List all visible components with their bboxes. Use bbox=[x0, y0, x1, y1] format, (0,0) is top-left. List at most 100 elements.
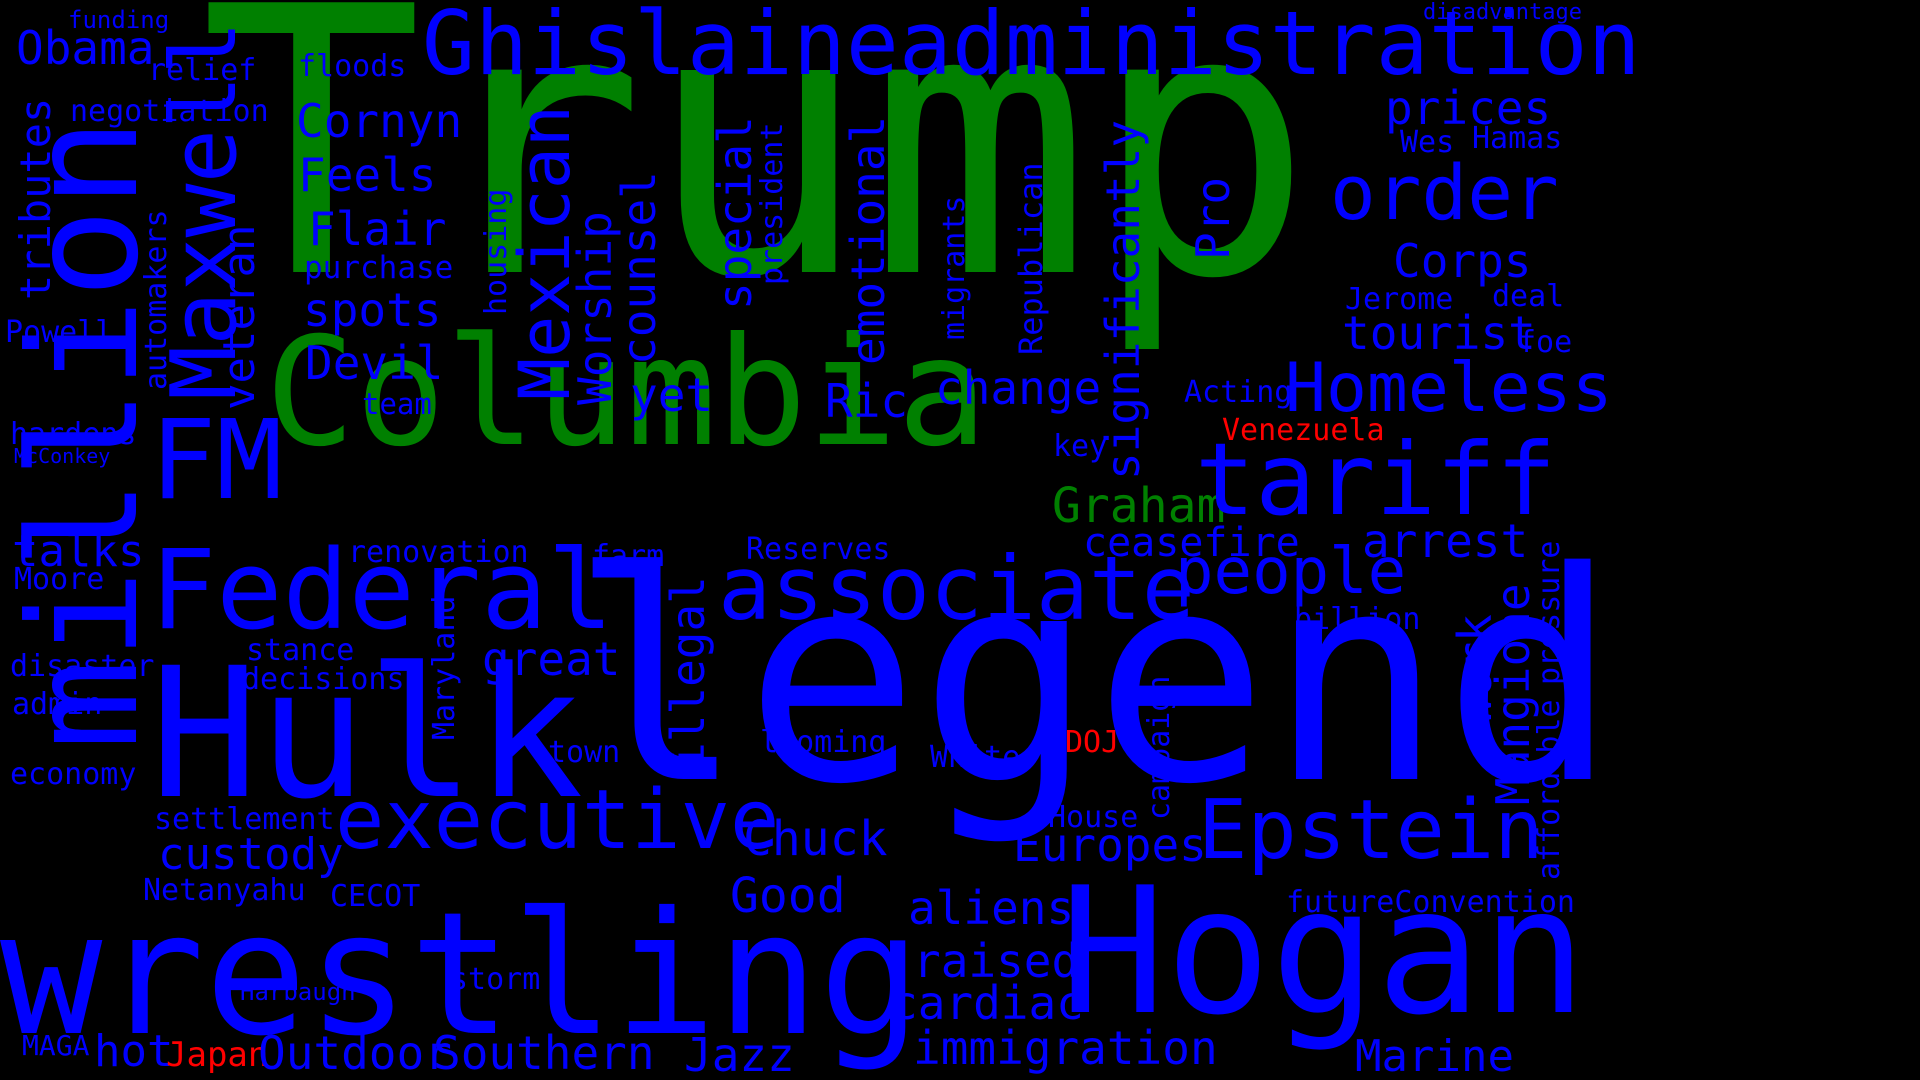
word-foe: foe bbox=[1518, 325, 1573, 360]
word-republican: Republican bbox=[1012, 162, 1050, 355]
word-aliens: aliens bbox=[908, 881, 1075, 935]
word-futureconvention: futureConvention bbox=[1286, 888, 1575, 918]
word-purchase: purchase bbox=[304, 250, 454, 286]
word-floods: floods bbox=[298, 49, 407, 84]
word-yet: yet bbox=[630, 368, 714, 422]
word-federal: Federal bbox=[150, 526, 614, 654]
word-renovation: renovation bbox=[348, 535, 529, 570]
word-fm: FM bbox=[150, 396, 283, 524]
word-obama: Obama bbox=[16, 21, 155, 75]
word-executive: executive bbox=[335, 773, 780, 868]
word-illegal: illegal bbox=[661, 576, 715, 770]
word-prices: prices bbox=[1385, 81, 1552, 135]
word-funding: funding bbox=[68, 6, 170, 34]
word-marine: Marine bbox=[1355, 1031, 1514, 1080]
word-great: great bbox=[482, 632, 621, 686]
word-pro: Pro bbox=[1186, 176, 1240, 260]
word-ric: Ric bbox=[825, 374, 909, 428]
word-jazz: Jazz bbox=[684, 1028, 795, 1080]
word-arrest: arrest bbox=[1362, 514, 1529, 568]
word-southern: Southern bbox=[433, 1026, 655, 1080]
word-outdoor: Outdoor bbox=[258, 1026, 452, 1080]
word-future: future bbox=[1286, 885, 1395, 920]
word-settlement: settlement bbox=[154, 802, 335, 837]
word-ghislaineadministration: Ghislaineadministration bbox=[422, 0, 1641, 95]
word-raised: raised bbox=[913, 934, 1080, 988]
word-corps: Corps bbox=[1393, 234, 1532, 288]
word-jerome: Jerome bbox=[1345, 282, 1454, 317]
word-talks: talks bbox=[12, 526, 145, 577]
word-white: White bbox=[930, 740, 1021, 775]
word-storm: storm bbox=[450, 962, 541, 997]
word-convention: Convention bbox=[1394, 885, 1575, 920]
word-significantly: significantly bbox=[1096, 119, 1150, 480]
word-relief: relief bbox=[148, 53, 257, 88]
word-cornyn: Cornyn bbox=[296, 94, 463, 148]
word-devil: Devil bbox=[305, 336, 444, 390]
word-cardiac: cardiac bbox=[890, 976, 1084, 1030]
word-pressure: pressure bbox=[1532, 540, 1567, 686]
word-tourist: tourist bbox=[1342, 306, 1536, 360]
word-feels: Feels bbox=[298, 148, 437, 202]
word-ceasefire: ceasefire bbox=[1083, 520, 1300, 566]
word-automakers: automakers bbox=[139, 209, 174, 390]
word-mcconkey: McConkey bbox=[14, 444, 111, 468]
word-powell: Powell bbox=[5, 315, 114, 350]
word-president: president bbox=[755, 122, 790, 285]
word-acting: Acting bbox=[1184, 375, 1293, 410]
word-hogan: Hogan bbox=[1060, 851, 1587, 1054]
word-special: special bbox=[708, 116, 762, 310]
word-key: key bbox=[1053, 429, 1108, 464]
word-homeless: Homeless bbox=[1285, 349, 1613, 428]
word-graham: Graham bbox=[1052, 478, 1226, 534]
word-harbaugh: Harbaugh bbox=[240, 978, 356, 1006]
word-counsel: counsel bbox=[612, 171, 666, 365]
word-emotional: emotional bbox=[841, 115, 895, 365]
word-custody: custody bbox=[158, 829, 344, 880]
word-legend: legend bbox=[570, 511, 1618, 848]
word-doj: DOJ bbox=[1065, 725, 1120, 760]
word-deal: deal bbox=[1492, 279, 1565, 314]
word-hot: hot bbox=[94, 1026, 174, 1077]
word-wrestling: wrestling bbox=[0, 876, 922, 1074]
word-hulk: Hulk bbox=[150, 630, 584, 839]
word-europes: Europes bbox=[1013, 818, 1207, 872]
word-housing: housing bbox=[479, 188, 514, 315]
word-looming: looming bbox=[760, 725, 887, 760]
word-good: Good bbox=[730, 868, 846, 924]
word-trump: Trump bbox=[200, 0, 1314, 360]
word-tributes: tributes bbox=[11, 97, 60, 300]
word-migrants: migrants bbox=[937, 195, 972, 341]
word-farm: farm bbox=[592, 539, 665, 574]
word-spots: spots bbox=[303, 283, 442, 337]
word-campaign: campaign bbox=[1142, 675, 1177, 821]
word-economy: economy bbox=[10, 757, 137, 792]
word-reserves: Reserves bbox=[746, 532, 891, 567]
word-affordable: affordable bbox=[1532, 699, 1567, 880]
word-negotiation: negotiation bbox=[70, 94, 269, 129]
word-hardens: hardens bbox=[10, 417, 137, 452]
word-billion: billion bbox=[1294, 602, 1421, 637]
word-stance: stance bbox=[246, 633, 355, 668]
word-associate: associate bbox=[718, 537, 1195, 640]
word-town: town bbox=[548, 735, 621, 770]
word-people: people bbox=[1175, 535, 1407, 609]
word-veteran: veteran bbox=[214, 224, 265, 410]
word-chuck: Chuck bbox=[743, 811, 888, 867]
word-order: order bbox=[1330, 148, 1559, 237]
word-admin: admin bbox=[12, 687, 103, 722]
word-maga: MAGA bbox=[22, 1029, 90, 1062]
word-japan: Japan bbox=[166, 1035, 269, 1075]
word-immigration: immigration bbox=[913, 1021, 1218, 1075]
word-disaster: disaster bbox=[10, 649, 155, 684]
word-decisions: decisions bbox=[242, 662, 405, 697]
word-wes: Wes bbox=[1400, 125, 1455, 160]
word-change: change bbox=[935, 361, 1102, 415]
word-tariff: tariff bbox=[1195, 421, 1557, 538]
word-house: House bbox=[1048, 800, 1139, 835]
word-moore: Moore bbox=[14, 562, 105, 597]
word-maryland: Maryland bbox=[427, 595, 462, 741]
word-mangione: Mangione bbox=[1486, 583, 1540, 805]
word-epstein: Epstein bbox=[1198, 783, 1544, 878]
